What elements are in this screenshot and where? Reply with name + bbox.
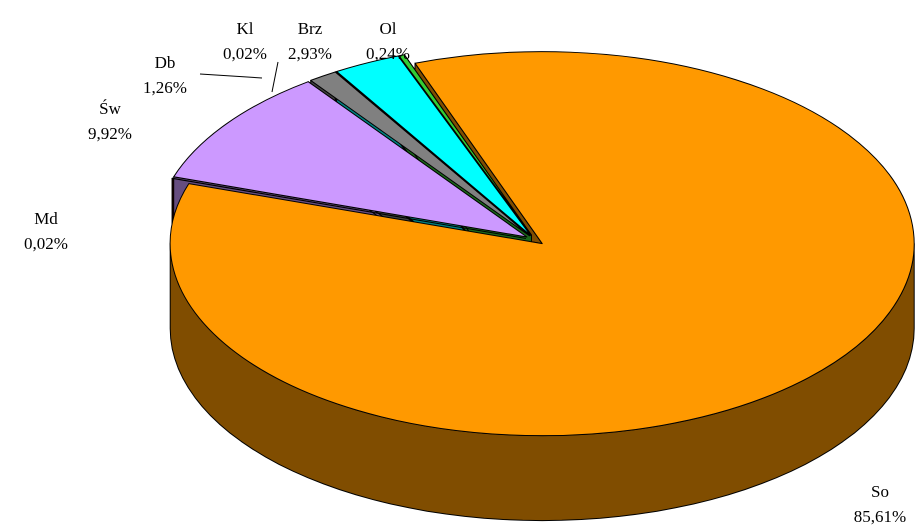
slice xyxy=(335,71,531,237)
data-label-name: Św xyxy=(99,99,121,118)
data-label-value: 0,02% xyxy=(24,234,68,253)
data-label-name: Ol xyxy=(380,19,397,38)
slice xyxy=(171,177,526,239)
data-label-value: 0,02% xyxy=(223,44,267,63)
slice xyxy=(336,55,532,236)
data-label-value: 85,61% xyxy=(854,507,906,526)
data-label-name: So xyxy=(871,482,889,501)
data-label-name: Brz xyxy=(298,19,323,38)
data-label-value: 9,92% xyxy=(88,124,132,143)
slice xyxy=(169,51,915,437)
data-label-name: Kl xyxy=(237,19,254,38)
data-label-name: Db xyxy=(155,53,176,72)
slice xyxy=(173,81,528,238)
data-label-value: 2,93% xyxy=(288,44,332,63)
leader-line xyxy=(271,61,279,93)
slice xyxy=(398,54,532,236)
data-label-name: Md xyxy=(34,209,58,228)
leader-line xyxy=(199,73,263,79)
data-label-value: 1,26% xyxy=(143,78,187,97)
data-label-value: 0,24% xyxy=(366,44,410,63)
